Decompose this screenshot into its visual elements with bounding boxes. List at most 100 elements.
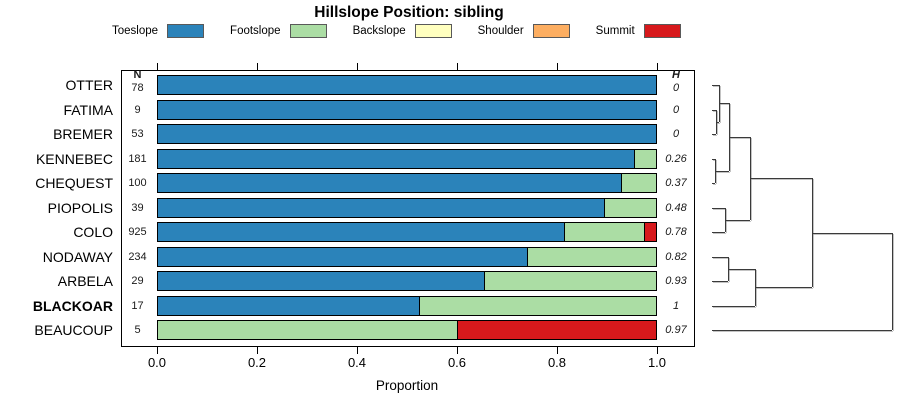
bar-colo	[157, 222, 657, 242]
legend-item-toeslope: Toeslope	[112, 24, 205, 38]
dendrogram-segment	[712, 109, 716, 111]
bar-blackoar	[157, 295, 657, 316]
x-tick-bottom	[557, 347, 558, 354]
h-value: 0	[672, 103, 680, 116]
bar-segment-summit	[643, 223, 656, 241]
bar-segment-footslope	[484, 272, 656, 290]
bar-segment-toeslope	[158, 223, 564, 241]
legend: Toeslope Footslope Backslope Shoulder Summit	[112, 24, 681, 38]
dendrogram-segment	[715, 121, 719, 123]
series-label-kennebec: KENNEBEC	[35, 150, 113, 167]
bar-arbela	[157, 271, 657, 291]
n-value: 29	[131, 275, 144, 287]
x-tick-label: 0.2	[247, 355, 267, 370]
h-value: 0.37	[665, 177, 687, 189]
bar-bremer	[157, 124, 657, 144]
bar-beaucoup	[157, 320, 657, 340]
dendrogram-segment	[712, 158, 716, 160]
series-label-arbela: ARBELA	[57, 273, 113, 289]
legend-label: Footslope	[230, 25, 281, 37]
n-value: 925	[128, 226, 147, 238]
bar-segment-footslope	[633, 149, 656, 168]
bar-segment-summit	[456, 321, 656, 339]
dendrogram-segment	[712, 207, 725, 209]
n-value: N 78	[121, 69, 154, 95]
dendrogram-segment	[719, 103, 729, 105]
h-value: 0.97	[665, 324, 687, 336]
legend-swatch-toeslope	[167, 24, 205, 38]
dendrogram-segment	[728, 268, 756, 270]
series-label-chequest: CHEQUEST	[35, 175, 113, 191]
series-label-fatima: FATIMA	[63, 101, 113, 118]
series-label-blackoar: BLACKOAR	[32, 297, 113, 314]
dendrogram-segment	[712, 85, 720, 86]
h-value: 0.93	[665, 275, 687, 287]
bar-nodaway	[157, 246, 657, 267]
legend-swatch-backslope	[414, 24, 452, 38]
legend-item-summit: Summit	[596, 24, 681, 38]
x-tick-top	[357, 63, 358, 70]
x-tick-label: 0.4	[347, 355, 367, 370]
dendrogram-segment	[892, 232, 893, 330]
dendrogram-segment	[749, 178, 813, 180]
n-column-header: N	[133, 69, 142, 81]
x-tick-top	[657, 63, 658, 70]
x-tick-bottom	[257, 347, 258, 354]
bar-segment-footslope	[419, 296, 656, 315]
h-value: 0.78	[665, 226, 687, 238]
x-tick-top	[557, 63, 558, 70]
h-value: 0.48	[665, 201, 687, 214]
dendrogram-segment	[712, 330, 892, 331]
x-tick-label: 0.0	[147, 355, 167, 370]
legend-label: Shoulder	[477, 25, 524, 37]
n-value: 234	[128, 250, 147, 263]
x-tick-bottom	[457, 347, 458, 354]
dendrogram-segment	[724, 219, 750, 221]
bar-kennebec	[157, 148, 657, 169]
h-number: 0	[672, 82, 680, 94]
bar-segment-footslope	[621, 174, 656, 192]
bar-segment-toeslope	[158, 198, 604, 217]
n-value: 5	[134, 324, 141, 336]
x-tick-label: 1.0	[647, 355, 667, 370]
legend-swatch-shoulder	[532, 24, 570, 38]
bar-chequest	[157, 173, 657, 193]
bar-segment-toeslope	[158, 100, 656, 119]
dendrogram-segment	[755, 287, 813, 289]
x-tick-top	[157, 63, 158, 70]
h-value: 0.26	[665, 152, 687, 165]
x-tick-top	[257, 63, 258, 70]
legend-item-backslope: Backslope	[353, 24, 452, 38]
dendrogram-segment	[712, 305, 756, 307]
legend-swatch-footslope	[289, 24, 327, 38]
series-label-otter: OTTER	[65, 77, 113, 93]
x-axis-title: Proportion	[375, 378, 439, 393]
x-tick-label: 0.6	[447, 355, 467, 370]
bar-segment-footslope	[158, 321, 457, 339]
legend-item-shoulder: Shoulder	[478, 24, 570, 38]
bar-segment-toeslope	[158, 296, 420, 315]
series-label-colo: COLO	[73, 224, 113, 240]
h-value: 0	[672, 128, 680, 140]
series-label-beaucoup: BEAUCOUP	[34, 322, 113, 338]
n-value: 39	[131, 201, 144, 214]
bar-segment-toeslope	[158, 76, 656, 94]
bar-segment-footslope	[563, 223, 644, 241]
legend-label: Summit	[595, 25, 635, 37]
legend-label: Backslope	[352, 25, 406, 37]
x-tick-top	[457, 63, 458, 70]
bar-segment-toeslope	[158, 174, 622, 192]
legend-item-footslope: Footslope	[230, 24, 327, 38]
h-value: 0.82	[665, 250, 687, 263]
n-value: 53	[131, 128, 144, 140]
plot-panel	[121, 70, 695, 347]
bar-segment-toeslope	[158, 247, 527, 266]
dendrogram-segment	[712, 134, 716, 135]
dendrogram-segment	[712, 232, 725, 233]
series-label-nodaway: NODAWAY	[42, 248, 113, 265]
n-number: 78	[131, 82, 144, 94]
dendrogram	[712, 70, 894, 350]
bar-segment-footslope	[526, 247, 656, 266]
x-tick-bottom	[657, 347, 658, 354]
